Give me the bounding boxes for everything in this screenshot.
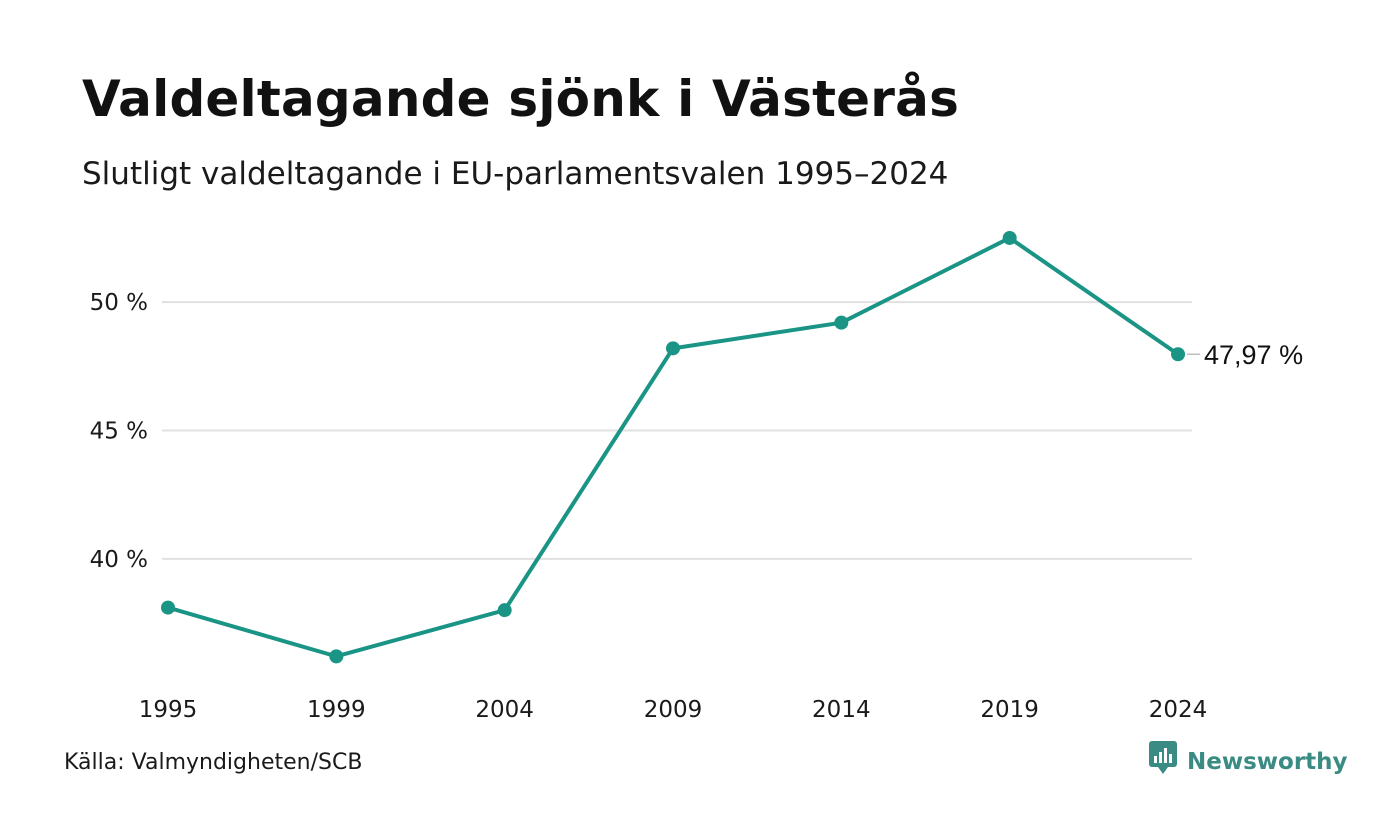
y-tick-label: 40 % xyxy=(90,547,148,573)
chart-title: Valdeltagande sjönk i Västerås xyxy=(82,70,960,128)
source-note: Källa: Valmyndigheten/SCB xyxy=(64,750,363,775)
x-tick-label: 2019 xyxy=(980,697,1039,723)
series-line xyxy=(166,235,1180,659)
x-tick-label: 2014 xyxy=(812,697,871,723)
x-tick-label: 1995 xyxy=(139,697,198,723)
newsworthy-logo-text: Newsworthy xyxy=(1187,749,1348,775)
newsworthy-logo-icon xyxy=(1148,740,1178,784)
x-tick-label: 2009 xyxy=(644,697,703,723)
x-tick-label: 2024 xyxy=(1149,697,1208,723)
y-tick-label: 45 % xyxy=(90,418,148,444)
chart-subtitle: Slutligt valdeltagande i EU-parlamentsva… xyxy=(82,156,949,192)
x-tick-label: 2004 xyxy=(475,697,534,723)
x-tick-label: 1999 xyxy=(307,697,366,723)
y-tick-label: 50 % xyxy=(90,290,148,316)
data-point xyxy=(1002,230,1017,245)
data-point xyxy=(497,603,512,618)
data-point xyxy=(161,600,175,615)
data-point xyxy=(834,315,849,330)
data-point xyxy=(329,649,344,664)
end-value-label: 47,97 % xyxy=(1204,340,1303,370)
data-point xyxy=(666,341,680,356)
data-point xyxy=(1171,347,1185,362)
newsworthy-brand: Newsworthy xyxy=(1148,740,1348,784)
